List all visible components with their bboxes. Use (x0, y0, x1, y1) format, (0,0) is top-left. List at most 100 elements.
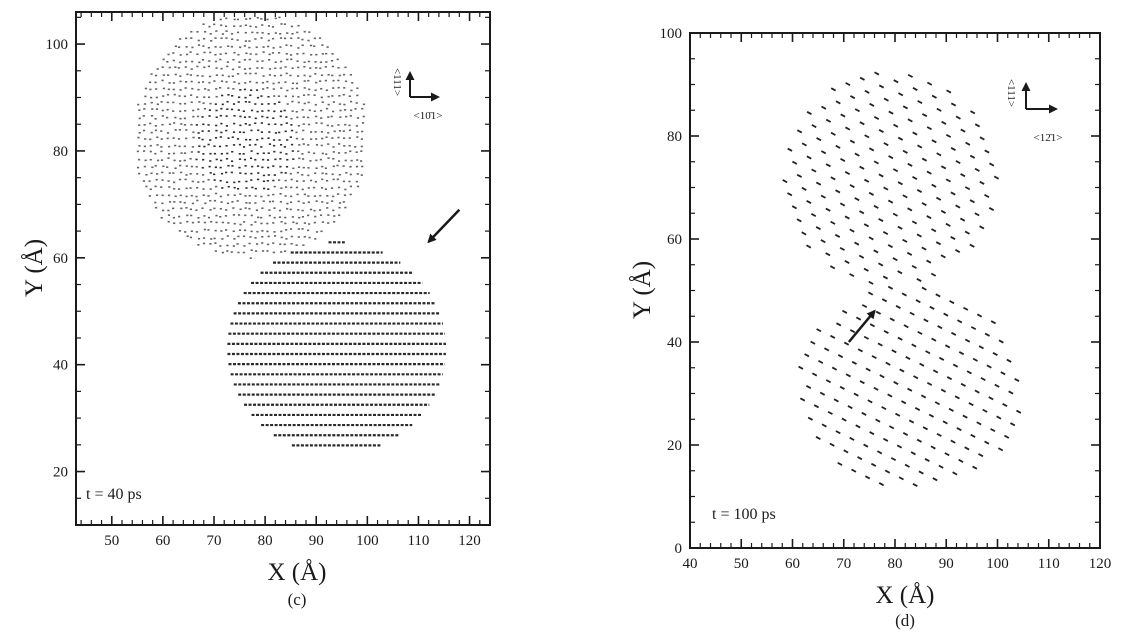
atom (338, 202, 342, 204)
atom (836, 322, 842, 327)
atom (348, 180, 351, 183)
atom (190, 101, 193, 104)
atom (930, 272, 937, 277)
atom (272, 179, 275, 182)
atom (209, 152, 212, 155)
atom (233, 18, 236, 21)
atom (928, 413, 935, 418)
atom (935, 241, 942, 246)
atom (167, 53, 170, 56)
atom (883, 97, 889, 102)
atom (266, 86, 269, 89)
atom (877, 342, 883, 347)
atom (285, 53, 288, 55)
atom (278, 216, 282, 218)
atom (356, 173, 359, 175)
atom (307, 229, 310, 232)
atom (320, 186, 324, 189)
atom (248, 144, 252, 146)
atom (262, 152, 265, 155)
atom (260, 37, 263, 39)
atom (875, 310, 882, 315)
atom (295, 110, 298, 113)
atom (825, 207, 831, 212)
y-tick-label: 20 (667, 438, 682, 454)
atom (237, 53, 240, 56)
atom (969, 199, 975, 204)
atom (215, 214, 218, 217)
atom (284, 172, 287, 174)
atom (245, 52, 248, 55)
atom (302, 129, 305, 132)
atom (337, 143, 341, 145)
atom (168, 82, 171, 84)
atom (871, 355, 877, 360)
atom (268, 68, 272, 70)
atom (197, 132, 200, 134)
atom (227, 222, 230, 224)
atom (902, 194, 908, 199)
atom (842, 309, 848, 314)
atom (285, 72, 288, 75)
atom (195, 209, 198, 211)
x-tick-label: 120 (458, 533, 481, 549)
atom (315, 53, 318, 56)
atom (202, 37, 206, 40)
atom (213, 199, 217, 202)
atom (881, 298, 888, 303)
atom (321, 201, 324, 203)
atom (219, 159, 223, 162)
atom (267, 32, 270, 35)
atom (201, 174, 205, 176)
atom (183, 145, 186, 148)
atom (167, 157, 170, 159)
atom (225, 144, 228, 147)
atom (249, 157, 253, 160)
atom (202, 180, 205, 183)
atom (204, 88, 207, 90)
atom (878, 173, 884, 178)
atom (303, 235, 306, 238)
atom (249, 94, 252, 97)
atom (356, 94, 359, 97)
atom (244, 72, 247, 75)
atom (143, 103, 147, 105)
atom (196, 65, 199, 68)
atom (863, 443, 869, 448)
atom (362, 103, 366, 106)
atom (283, 250, 287, 253)
atom (196, 173, 199, 175)
atom (148, 195, 151, 197)
atom (231, 165, 234, 167)
atom (261, 32, 264, 34)
atom (271, 200, 275, 203)
atom (337, 186, 341, 189)
atom (925, 350, 931, 355)
atom (209, 209, 212, 211)
atom (291, 82, 295, 85)
atom (912, 87, 918, 91)
atom (344, 123, 347, 126)
atom (301, 209, 304, 212)
atom (314, 180, 317, 183)
atom (303, 61, 306, 64)
atom (249, 72, 252, 75)
atom (256, 67, 259, 69)
atom (958, 351, 965, 356)
atom (289, 172, 292, 175)
atom (279, 115, 282, 118)
atom (957, 319, 963, 324)
x-tick-label: 90 (309, 533, 324, 549)
atom (190, 165, 194, 168)
atom (220, 172, 224, 175)
atom (964, 230, 970, 235)
atom (917, 144, 923, 149)
atom (912, 483, 918, 488)
atom (225, 157, 229, 160)
atom (161, 171, 164, 174)
atom (819, 391, 826, 396)
atom (268, 74, 272, 76)
atom (911, 264, 917, 269)
atom (219, 215, 222, 218)
atom (325, 89, 329, 92)
